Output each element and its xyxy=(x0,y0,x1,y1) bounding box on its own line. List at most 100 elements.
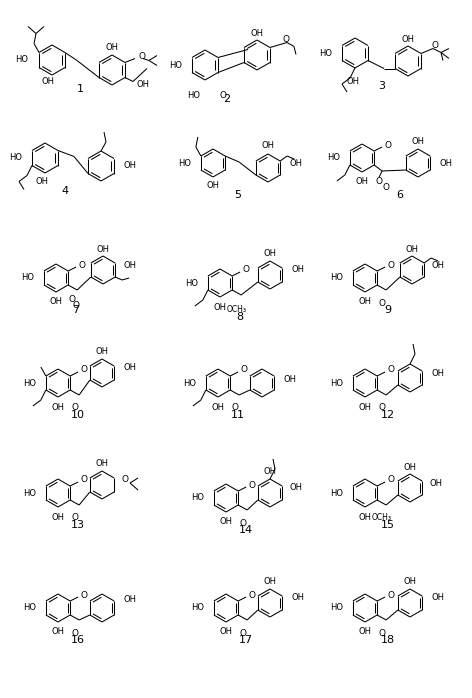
Text: O: O xyxy=(383,182,389,191)
Text: O: O xyxy=(78,260,85,269)
Text: OH: OH xyxy=(412,137,424,145)
Text: 15: 15 xyxy=(381,520,395,530)
Text: HO: HO xyxy=(15,56,28,64)
Text: OH: OH xyxy=(355,177,369,186)
Text: OH: OH xyxy=(211,403,225,412)
Text: 1: 1 xyxy=(76,84,84,94)
Text: O: O xyxy=(232,403,239,413)
Text: OH: OH xyxy=(51,512,65,521)
Text: HO: HO xyxy=(23,378,36,387)
Text: OH: OH xyxy=(429,479,442,487)
Text: 11: 11 xyxy=(231,410,245,420)
Text: OH: OH xyxy=(251,29,263,38)
Text: OH: OH xyxy=(213,302,227,311)
Text: O: O xyxy=(121,475,128,484)
Text: OH: OH xyxy=(124,260,137,269)
Text: O: O xyxy=(80,366,87,375)
Text: O: O xyxy=(248,480,255,489)
Text: 10: 10 xyxy=(71,410,85,420)
Text: OH: OH xyxy=(219,628,233,637)
Text: OH: OH xyxy=(96,244,110,253)
Text: HO: HO xyxy=(330,489,343,498)
Text: HO: HO xyxy=(330,378,343,387)
Text: OH: OH xyxy=(123,364,136,373)
Text: O: O xyxy=(379,403,386,413)
Text: OH: OH xyxy=(432,260,445,269)
Text: OH: OH xyxy=(263,577,277,586)
Text: HO: HO xyxy=(169,61,182,70)
Text: OH: OH xyxy=(106,43,118,52)
Text: OH: OH xyxy=(404,463,416,472)
Text: O: O xyxy=(139,52,146,61)
Text: OH: OH xyxy=(440,158,453,168)
Text: OH: OH xyxy=(51,628,65,637)
Text: HO: HO xyxy=(191,604,204,613)
Text: O: O xyxy=(432,41,439,50)
Text: HO: HO xyxy=(327,154,340,163)
Text: HO: HO xyxy=(23,489,36,498)
Text: 6: 6 xyxy=(396,190,404,200)
Text: O: O xyxy=(379,628,386,637)
Text: OH: OH xyxy=(289,484,302,493)
Text: OH: OH xyxy=(359,297,371,306)
Text: O: O xyxy=(240,519,247,528)
Text: HO: HO xyxy=(23,604,36,613)
Text: 7: 7 xyxy=(72,305,80,315)
Text: 3: 3 xyxy=(379,81,386,91)
Text: 16: 16 xyxy=(71,635,85,645)
Text: O: O xyxy=(72,628,79,637)
Text: 5: 5 xyxy=(235,190,242,200)
Text: HO: HO xyxy=(21,274,34,283)
Text: 8: 8 xyxy=(236,312,244,322)
Text: OH: OH xyxy=(124,161,137,170)
Text: OH: OH xyxy=(51,403,65,412)
Text: OH: OH xyxy=(431,369,444,378)
Text: HO: HO xyxy=(183,378,196,387)
Text: OH: OH xyxy=(35,177,49,186)
Text: OCH₃: OCH₃ xyxy=(372,514,392,523)
Text: O: O xyxy=(379,299,386,308)
Text: O: O xyxy=(80,475,87,484)
Text: OH: OH xyxy=(263,468,277,477)
Text: OH: OH xyxy=(431,593,444,602)
Text: HO: HO xyxy=(319,48,332,57)
Text: OH: OH xyxy=(219,517,233,526)
Text: O: O xyxy=(80,591,87,600)
Text: OH: OH xyxy=(95,348,109,357)
Text: HO: HO xyxy=(185,279,198,288)
Text: 12: 12 xyxy=(381,410,395,420)
Text: O: O xyxy=(68,295,76,304)
Text: 4: 4 xyxy=(61,186,68,196)
Text: OH: OH xyxy=(359,512,371,521)
Text: OH: OH xyxy=(123,595,136,604)
Text: 2: 2 xyxy=(223,94,230,104)
Text: HO: HO xyxy=(191,493,204,503)
Text: OH: OH xyxy=(137,80,150,89)
Text: OH: OH xyxy=(405,244,419,253)
Text: O: O xyxy=(219,91,227,100)
Text: OH: OH xyxy=(207,181,219,189)
Text: O: O xyxy=(73,301,80,309)
Text: OCH₃: OCH₃ xyxy=(227,306,247,315)
Text: OH: OH xyxy=(290,158,303,168)
Text: OH: OH xyxy=(359,403,371,412)
Text: OH: OH xyxy=(95,459,109,468)
Text: HO: HO xyxy=(330,604,343,613)
Text: O: O xyxy=(242,265,249,274)
Text: O: O xyxy=(387,366,394,375)
Text: 9: 9 xyxy=(384,305,392,315)
Text: HO: HO xyxy=(330,274,343,283)
Text: OH: OH xyxy=(261,142,275,151)
Text: OH: OH xyxy=(283,376,296,385)
Text: O: O xyxy=(240,628,247,637)
Text: O: O xyxy=(72,403,79,413)
Text: O: O xyxy=(387,260,394,269)
Text: 13: 13 xyxy=(71,520,85,530)
Text: 18: 18 xyxy=(381,635,395,645)
Text: OH: OH xyxy=(404,577,416,586)
Text: OH: OH xyxy=(346,77,360,87)
Text: OH: OH xyxy=(291,265,304,274)
Text: OH: OH xyxy=(42,77,54,87)
Text: O: O xyxy=(384,140,391,149)
Text: O: O xyxy=(376,177,383,186)
